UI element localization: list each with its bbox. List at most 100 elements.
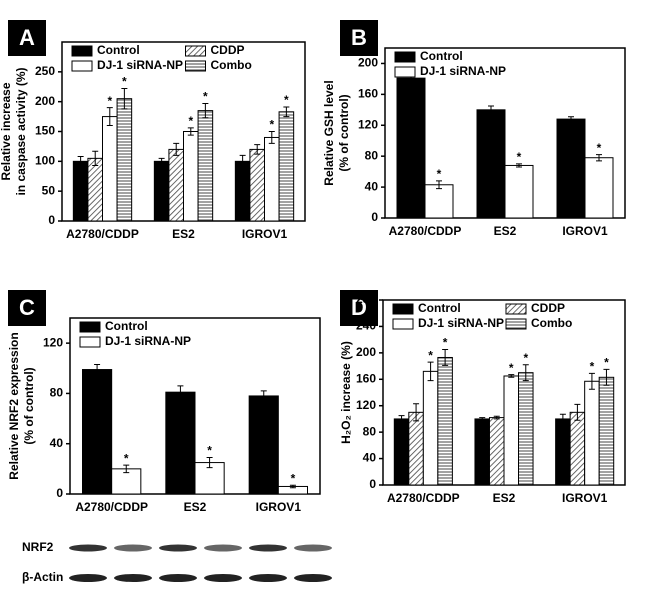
- blot-band: [159, 574, 197, 582]
- x-tick-label: A2780/CDDP: [387, 491, 460, 505]
- blot-band: [69, 544, 107, 552]
- x-tick-label: A2780/CDDP: [66, 227, 139, 241]
- y-axis-label: Relative GSH level: [322, 80, 336, 185]
- error-bar: [268, 131, 275, 144]
- legend-label: CDDP: [531, 301, 565, 315]
- x-tick-label: ES2: [184, 500, 207, 514]
- error-bar: [94, 364, 101, 376]
- legend-swatch: [79, 336, 101, 348]
- blot-label: β-Actin: [22, 570, 63, 584]
- error-bar: [522, 364, 529, 382]
- x-tick-label: A2780/CDDP: [75, 500, 148, 514]
- x-tick-label: IGROV1: [562, 491, 608, 505]
- bar: [153, 160, 170, 222]
- legend-label: Control: [418, 301, 461, 315]
- legend-swatch: [505, 303, 527, 315]
- bar: [249, 148, 265, 222]
- panel-letter-box: [340, 20, 378, 56]
- error-bar: [493, 415, 500, 420]
- bar: [278, 111, 295, 222]
- blot-band: [294, 574, 332, 582]
- blot-band: [159, 544, 197, 552]
- error-bar: [254, 144, 261, 155]
- blot-label: NRF2: [22, 540, 54, 554]
- y-tick-label: 160: [356, 371, 376, 385]
- error-bar: [427, 361, 434, 382]
- y-axis-label: (% of control): [337, 94, 351, 171]
- y-axis-label: Relative NRF2 expression: [7, 332, 21, 479]
- significance-star: *: [188, 114, 193, 128]
- x-tick-label: ES2: [493, 491, 516, 505]
- legend-swatch: [394, 66, 416, 78]
- panel-letter: C: [19, 295, 35, 320]
- error-bar: [596, 154, 602, 162]
- error-bar: [202, 102, 209, 119]
- legend-swatch: [71, 45, 93, 57]
- y-tick-label: 150: [35, 124, 55, 138]
- error-bar: [206, 457, 213, 469]
- bar: [504, 164, 534, 219]
- y-tick-label: 40: [365, 179, 379, 193]
- blot-band: [69, 574, 107, 582]
- y-tick-label: 80: [50, 386, 64, 400]
- bar: [116, 98, 133, 222]
- bar: [87, 157, 103, 222]
- significance-star: *: [124, 451, 129, 465]
- error-bar: [442, 349, 449, 366]
- error-bar: [173, 142, 180, 156]
- legend-label: Combo: [531, 316, 572, 330]
- panel-letter: D: [351, 295, 367, 320]
- legend-label: Combo: [211, 58, 252, 72]
- significance-star: *: [291, 471, 296, 485]
- significance-star: *: [597, 141, 602, 155]
- error-bar: [177, 385, 184, 399]
- error-bar: [239, 154, 246, 168]
- y-tick-label: 0: [48, 213, 55, 227]
- significance-star: *: [203, 90, 208, 104]
- error-bar: [289, 484, 296, 489]
- legend-label: Control: [97, 43, 140, 57]
- significance-star: *: [509, 361, 514, 375]
- error-bar: [283, 106, 290, 118]
- significance-star: *: [604, 356, 609, 370]
- bar: [72, 160, 89, 222]
- panel-letter-box: [8, 20, 46, 56]
- blot-band: [114, 544, 152, 552]
- error-bar: [77, 156, 84, 167]
- error-bar: [588, 372, 595, 390]
- bar: [393, 418, 410, 486]
- y-tick-label: 200: [35, 94, 55, 108]
- y-tick-label: 40: [363, 451, 377, 465]
- bar: [82, 369, 113, 495]
- legend-label: Control: [420, 49, 463, 63]
- error-bar: [479, 417, 486, 421]
- bar: [584, 157, 614, 219]
- y-tick-label: 80: [363, 424, 377, 438]
- significance-star: *: [207, 444, 212, 458]
- legend-label: Control: [105, 319, 148, 333]
- significance-star: *: [437, 167, 442, 181]
- significance-star: *: [107, 94, 112, 108]
- significance-star: *: [590, 360, 595, 374]
- legend-label: DJ-1 siRNA-NP: [420, 64, 506, 78]
- error-bar: [260, 390, 267, 402]
- error-bar: [106, 107, 113, 127]
- bar: [437, 356, 453, 486]
- x-tick-label: IGROV1: [256, 500, 302, 514]
- legend-label: DJ-1 siRNA-NP: [97, 58, 183, 72]
- bar: [556, 118, 586, 219]
- y-tick-label: 40: [50, 436, 64, 450]
- legend-label: DJ-1 siRNA-NP: [418, 316, 504, 330]
- x-tick-label: IGROV1: [242, 227, 288, 241]
- panel-letter: B: [351, 25, 367, 50]
- error-bar: [187, 127, 194, 136]
- y-tick-label: 0: [371, 210, 378, 224]
- y-tick-label: 120: [356, 398, 376, 412]
- y-tick-label: 160: [358, 87, 378, 101]
- legend-swatch: [392, 303, 414, 315]
- y-tick-label: 100: [35, 154, 55, 168]
- blot-band: [204, 574, 242, 582]
- bar: [518, 372, 534, 486]
- error-bar: [92, 150, 99, 167]
- significance-star: *: [428, 348, 433, 362]
